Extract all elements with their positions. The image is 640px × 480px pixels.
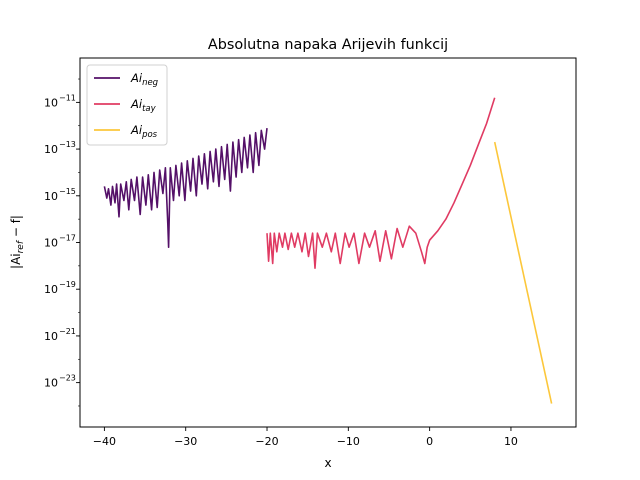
x-tick-label: −20 <box>255 435 278 448</box>
y-tick-label: 10 <box>44 283 58 296</box>
legend-label-sub: tay <box>142 104 157 114</box>
x-tick-label: −30 <box>174 435 197 448</box>
y-tick-label-exponent: −11 <box>59 93 76 102</box>
x-tick-label: −10 <box>337 435 360 448</box>
legend-label: Aipos <box>130 123 158 140</box>
y-tick-label: 10 <box>44 330 58 343</box>
y-axis-label-sub: ref <box>16 239 26 253</box>
legend-label-sub: pos <box>141 130 158 140</box>
y-tick-label: 10 <box>44 190 58 203</box>
legend-box <box>86 64 168 146</box>
y-tick-label-exponent: −15 <box>59 187 76 196</box>
legend-label-base: Ai <box>130 97 143 111</box>
legend-label: Aitay <box>130 97 157 114</box>
x-axis-label: x <box>324 456 331 470</box>
legend-label-base: Ai <box>130 123 143 137</box>
y-axis-label-tail: − f| <box>9 215 23 241</box>
y-tick-label: 10 <box>44 237 58 250</box>
y-axis-label-base: |Ai <box>9 253 23 269</box>
y-tick-label-exponent: −23 <box>59 374 76 383</box>
y-tick-label-exponent: −21 <box>59 327 76 336</box>
x-tick-label: 10 <box>504 435 518 448</box>
y-axis-label: |Airef − f| <box>9 215 26 269</box>
chart-title: Absolutna napaka Arijevih funkcij <box>208 37 448 53</box>
legend-label-base: Ai <box>130 71 143 85</box>
series-line-2 <box>266 97 496 269</box>
series-line-1 <box>103 128 268 248</box>
series-line-3 <box>493 141 553 404</box>
x-tick-label: −40 <box>93 435 116 448</box>
y-tick-label-exponent: −19 <box>59 280 76 289</box>
x-axis: −40 −30 −20 −10 0 10 <box>93 427 518 448</box>
x-tick-label: 0 <box>426 435 433 448</box>
legend-label: Aineg <box>130 71 159 88</box>
y-tick-label-exponent: −13 <box>59 140 76 149</box>
y-tick-label: 10 <box>44 96 58 109</box>
y-tick-label-exponent: −17 <box>59 234 76 243</box>
y-tick-label: 10 <box>44 143 58 156</box>
y-tick-label: 10 <box>44 377 58 390</box>
legend-label-sub: neg <box>142 78 159 88</box>
series-layer <box>103 97 553 404</box>
